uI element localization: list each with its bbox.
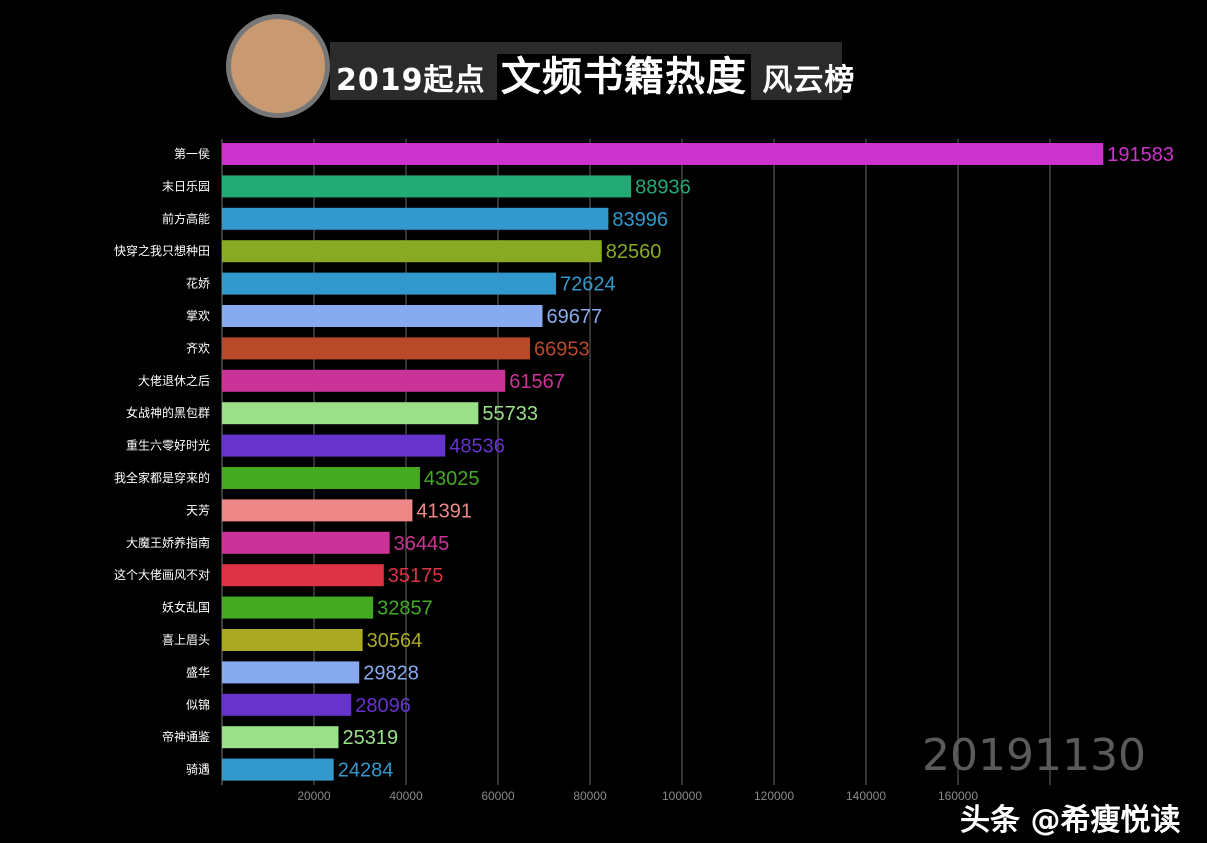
bar: [222, 629, 363, 651]
bar: [222, 240, 602, 263]
x-tick-label: 120000: [754, 789, 794, 803]
category-label: 我全家都是穿来的: [114, 470, 210, 485]
category-label: 第一侯: [174, 147, 210, 161]
page-title: 2019起点 文频书籍热度 风云榜: [336, 44, 855, 102]
category-label: 天芳: [186, 503, 210, 517]
category-label: 齐欢: [186, 340, 210, 355]
category-label: 骑遇: [186, 763, 210, 777]
category-label: 盛华: [186, 664, 210, 679]
category-label: 大魔王娇养指南: [126, 535, 210, 550]
x-tick-label: 100000: [662, 789, 702, 803]
bar: [222, 434, 446, 457]
value-label: 35175: [388, 565, 444, 587]
value-label: 32857: [377, 598, 433, 620]
category-label: 重生六零好时光: [126, 439, 210, 453]
value-label: 83996: [612, 209, 668, 231]
value-label: 25319: [342, 727, 398, 749]
value-label: 55733: [482, 403, 538, 425]
category-label: 末日乐园: [162, 179, 210, 193]
date-label: 20191130: [922, 730, 1146, 781]
bar: [222, 499, 413, 522]
category-label: 掌欢: [186, 308, 210, 323]
value-label: 30564: [367, 630, 423, 652]
value-label: 41391: [416, 500, 472, 522]
value-label: 72624: [560, 274, 616, 296]
bar: [222, 661, 360, 684]
category-label: 妖女乱国: [162, 600, 210, 615]
value-label: 43025: [424, 468, 480, 490]
x-tick-label: 40000: [389, 789, 423, 803]
value-label: 28096: [355, 695, 411, 717]
value-label: 82560: [606, 241, 662, 263]
bar: [222, 207, 609, 230]
bar: [222, 402, 479, 425]
bar: [222, 596, 374, 619]
bar: [222, 337, 530, 360]
bar: [222, 758, 334, 781]
value-label: 29828: [363, 662, 419, 684]
bar: [222, 175, 632, 198]
title-suffix: 风云榜: [762, 63, 856, 98]
bar: [222, 531, 390, 554]
value-label: 88936: [635, 176, 691, 198]
bar: [222, 693, 352, 716]
category-label: 前方高能: [162, 211, 210, 226]
category-label: 这个大佬画风不对: [114, 567, 210, 582]
bar: [222, 369, 506, 392]
bar: [222, 305, 543, 327]
category-label: 似锦: [186, 698, 210, 712]
x-tick-label: 60000: [481, 789, 515, 803]
value-label: 24284: [338, 760, 394, 782]
x-tick-label: 160000: [938, 789, 978, 803]
title-prefix: 2019起点: [336, 63, 486, 98]
category-label: 女战神的黑包群: [126, 405, 210, 420]
value-label: 36445: [394, 533, 450, 555]
bar: [222, 272, 557, 295]
category-label: 花娇: [186, 276, 210, 291]
bar: [222, 726, 339, 749]
x-tick-label: 80000: [573, 789, 607, 803]
category-label: 大佬退休之后: [138, 374, 210, 388]
value-label: 69677: [547, 306, 603, 328]
bar: [222, 564, 384, 587]
x-tick-label: 140000: [846, 789, 886, 803]
bar: [222, 467, 420, 489]
category-label: 喜上眉头: [162, 633, 210, 647]
bar: [222, 143, 1104, 165]
logo-avatar: [226, 14, 330, 118]
value-label: 48536: [449, 436, 505, 458]
value-label: 61567: [509, 371, 565, 393]
x-tick-label: 20000: [297, 789, 331, 803]
category-label: 帝神通鉴: [162, 729, 210, 744]
value-label: 66953: [534, 338, 590, 360]
watermark: 头条 @希瘦悦读: [960, 803, 1181, 838]
value-label: 191583: [1107, 144, 1174, 166]
title-main: 文频书籍热度: [496, 54, 751, 100]
category-label: 快穿之我只想种田: [114, 243, 210, 258]
